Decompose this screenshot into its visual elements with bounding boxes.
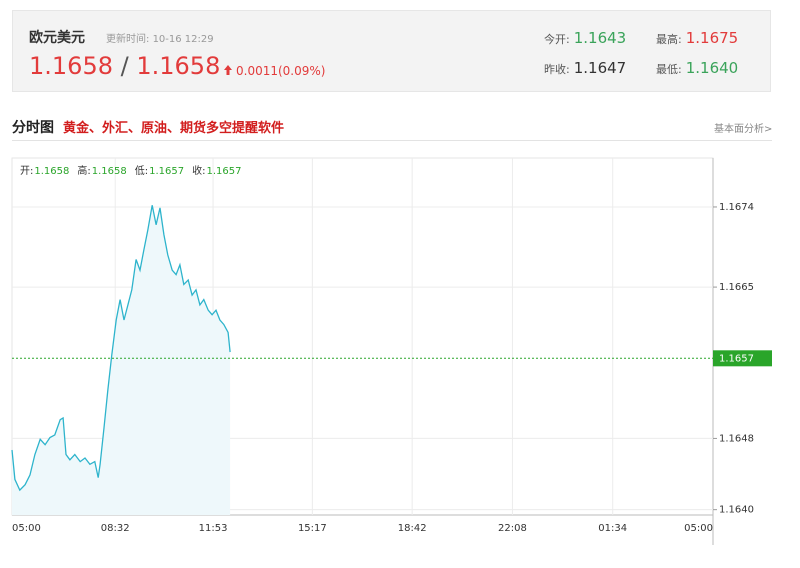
x-tick-label: 11:53 xyxy=(199,523,228,534)
x-tick-label: 05:00 xyxy=(684,523,713,534)
x-tick-label: 15:17 xyxy=(298,523,327,534)
y-tick-label: 1.1648 xyxy=(719,433,754,444)
ohlc-label: 高: xyxy=(77,164,90,177)
ohlc-value: 1.1657 xyxy=(149,166,184,177)
bid: 1.1658 xyxy=(29,52,113,80)
up-arrow xyxy=(224,65,232,75)
ohlc-label: 低: xyxy=(135,164,148,177)
stat-value: 1.1640 xyxy=(685,59,739,77)
y-tick-label: 1.1640 xyxy=(719,505,754,516)
update-label-text: 更新时间: xyxy=(106,34,150,45)
section-rule xyxy=(12,140,772,141)
change: 0.0011(0.09%) xyxy=(236,64,326,78)
ask: 1.1658 xyxy=(136,52,221,80)
x-tick-label: 08:32 xyxy=(101,523,130,534)
x-tick-label: 22:08 xyxy=(498,523,527,534)
reference-label: 1.1657 xyxy=(719,353,754,364)
stat: 今开: 1.1643 xyxy=(544,28,626,47)
ohlc-value: 1.1658 xyxy=(92,166,127,177)
ohlc-label: 开: xyxy=(20,166,33,177)
reference-label-box xyxy=(713,350,772,367)
price-row: 1.1658 / 1.1658 xyxy=(29,52,220,80)
update-label: 更新时间: 10-16 12:29 xyxy=(106,30,214,45)
stat: 最高: 1.1675 xyxy=(656,28,738,47)
y-tick-label: 1.1674 xyxy=(719,202,754,213)
stat-value: 1.1647 xyxy=(573,59,627,77)
ohlc-label: 收: xyxy=(192,164,205,177)
price-line xyxy=(11,205,231,492)
stat-label: 昨收: xyxy=(544,63,570,76)
x-tick-label: 01:34 xyxy=(598,523,627,534)
update-time: 10-16 12:29 xyxy=(152,34,214,45)
x-tick-label: 05:00 xyxy=(12,523,41,534)
area xyxy=(12,205,231,515)
ohlc-value: 1.1657 xyxy=(207,166,242,177)
stat-value: 1.1643 xyxy=(573,29,627,47)
separator: / xyxy=(120,52,129,80)
stat-label: 今开: xyxy=(544,33,570,46)
symbol-title: 欧元美元 xyxy=(29,30,85,46)
quote-panel xyxy=(12,10,771,92)
promo-link[interactable]: 黄金、外汇、原油、期货多空提醒软件 xyxy=(63,121,285,136)
stat: 昨收: 1.1647 xyxy=(544,58,626,77)
analysis-link[interactable]: 基本面分析> xyxy=(714,124,773,135)
ohlc-value: 1.1658 xyxy=(34,166,69,177)
y-tick-label: 1.1665 xyxy=(719,282,754,293)
stat-label: 最低: xyxy=(656,63,682,76)
x-tick-label: 18:42 xyxy=(398,523,427,534)
section-title: 分时图 xyxy=(12,120,54,136)
stat-label: 最高: xyxy=(656,33,682,46)
stat-value: 1.1675 xyxy=(685,29,739,47)
stat: 最低: 1.1640 xyxy=(656,58,738,77)
